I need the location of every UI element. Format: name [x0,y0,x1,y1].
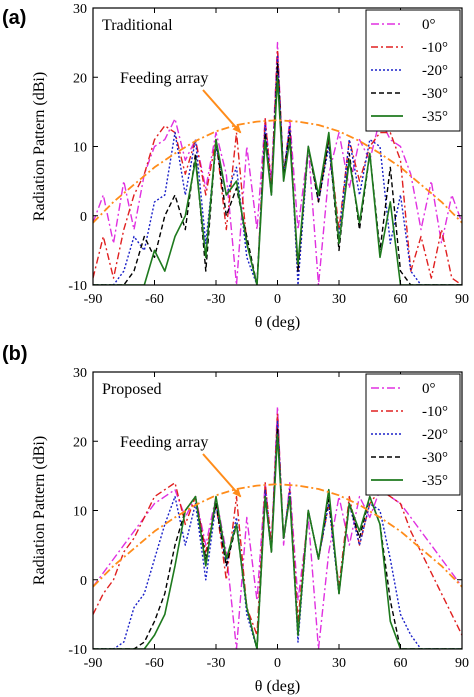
legend-label: -20° [422,427,448,443]
x-tick-label: 30 [332,656,346,671]
plot-area [93,405,462,649]
plot-area [93,41,462,285]
legend-label: -10° [422,404,448,420]
x-tick-label: -90 [84,656,103,671]
x-tick-label: 60 [394,656,408,671]
series-line--20deg [93,419,462,649]
feeding-array-label: Feeding array [120,70,208,87]
y-axis-title: Radiation Pattern (dBi) [31,72,48,221]
y-tick-label: -10 [68,279,87,294]
x-tick-label: -90 [84,292,103,307]
series-line--10deg [93,412,462,636]
y-tick-label: -10 [68,643,87,658]
x-axis-title: θ (deg) [255,314,300,331]
legend-box [365,373,461,496]
legend-box [365,9,461,132]
y-tick-label: 10 [73,141,87,156]
panel-label: (b) [2,343,28,365]
y-tick-label: 30 [73,366,87,381]
series-line--30deg [93,62,462,285]
panel-label: (a) [2,7,26,29]
panel-title: Traditional [102,17,173,34]
x-tick-label: -60 [145,656,164,671]
legend-label: -30° [422,86,448,102]
series-line--35deg [93,76,462,285]
legend-label: 0° [422,17,436,33]
legend: 0° -10° -20° -30° -35° [365,9,461,132]
series-line--20deg [93,55,462,285]
series-feeding-array-line [93,119,462,224]
x-axis-title: θ (deg) [255,678,300,695]
y-tick-label: 30 [73,2,87,17]
y-tick-label: 0 [80,574,87,589]
series-line--35deg [93,433,462,649]
feeding-array-label: Feeding array [120,434,208,451]
y-tick-label: 10 [73,505,87,520]
x-tick-label: 30 [332,292,346,307]
series-line-0deg [93,405,462,649]
legend: 0° -10° -20° -30° -35° [365,373,461,496]
x-tick-label: 90 [455,656,469,671]
legend-label: -10° [422,40,448,56]
series-line--10deg [93,48,462,285]
x-tick-label: 90 [455,292,469,307]
chart-panel-b: (b) -90 -60 -30 0 30 60 90 -10 0 10 20 30 θ (deg) Radi… [2,343,469,695]
x-tick-label: -30 [207,292,226,307]
x-tick-label: -30 [207,656,226,671]
x-tick-label: -60 [145,292,164,307]
x-tick-label: 0 [274,656,281,671]
series-feeding-array-line [93,483,462,588]
legend-label: 0° [422,381,436,397]
y-tick-label: 0 [80,210,87,225]
y-tick-label: 20 [73,71,87,86]
y-tick-label: 20 [73,435,87,450]
feeding-array-arrow [202,453,242,498]
x-tick-label: 0 [274,292,281,307]
y-axis-title: Radiation Pattern (dBi) [31,436,48,585]
feeding-array-arrow [202,89,242,134]
legend-label: -35° [422,109,448,125]
legend-label: -20° [422,63,448,79]
legend-label: -35° [422,473,448,489]
series-line-0deg [93,41,462,285]
x-tick-label: 60 [394,292,408,307]
legend-label: -30° [422,450,448,466]
chart-panel-a: (a) -90 -60 -30 0 30 60 90 -10 0 10 20 30 θ (deg) Radi… [2,2,469,331]
panel-title: Proposed [102,381,162,398]
